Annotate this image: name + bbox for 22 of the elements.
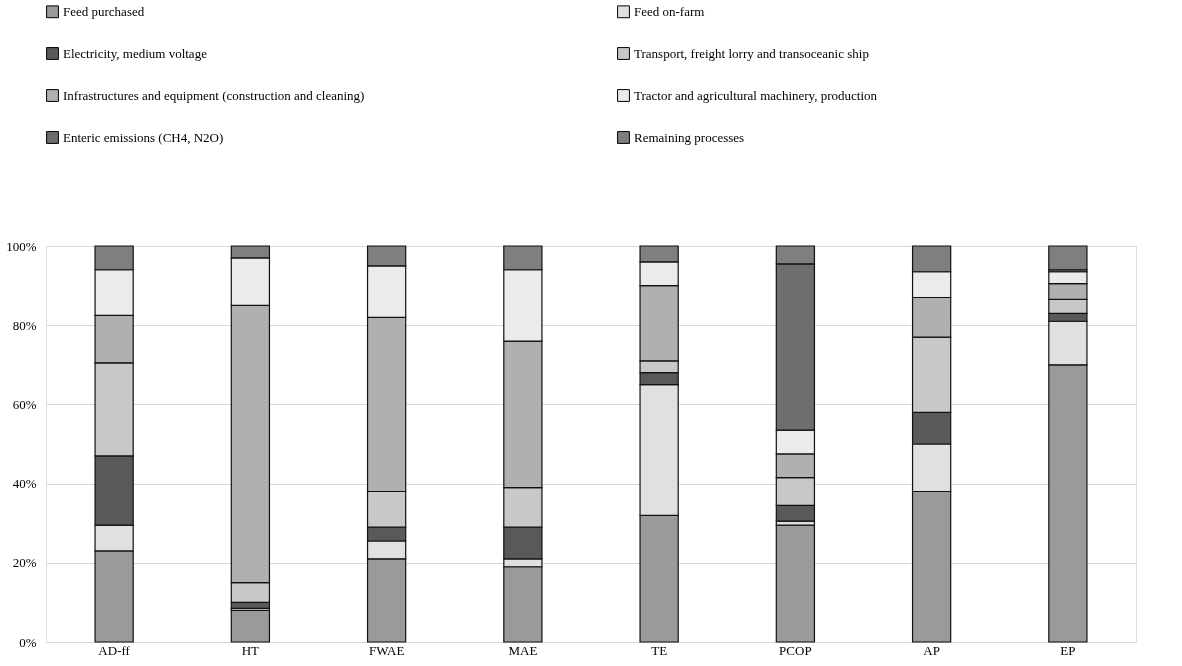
y-tick-label: 60% [12,396,37,412]
y-tick-label: 40% [12,476,37,492]
x-tick-label: MAE [508,642,538,658]
y-tick-label: 20% [12,555,37,571]
y-tick-label: 100% [6,238,37,254]
x-tick-label: TE [651,642,668,658]
legend-label: Electricity, medium voltage [63,45,208,61]
x-tick-label: AP [923,642,940,658]
x-tick-label: HT [241,642,260,658]
y-tick-label: 80% [12,317,37,333]
y-tick-label: 0% [19,634,37,650]
legend-label: Enteric emissions (CH4, N2O) [63,129,224,145]
legend-label: Transport, freight lorry and transoceanic ship [634,45,869,61]
x-tick-label: AD-ff [98,642,131,658]
legend-label: Feed on-farm [634,3,705,19]
legend-label: Tractor and agricultural machinery, production [634,87,878,103]
legend-label: Feed purchased [63,3,145,19]
legend-label: Remaining processes [634,129,745,145]
legend-label: Infrastructures and equipment (construction and cleaning) [63,87,365,103]
x-tick-label: FWAE [368,642,405,658]
x-tick-label: PCOP [779,642,812,658]
x-tick-label: EP [1060,642,1076,658]
